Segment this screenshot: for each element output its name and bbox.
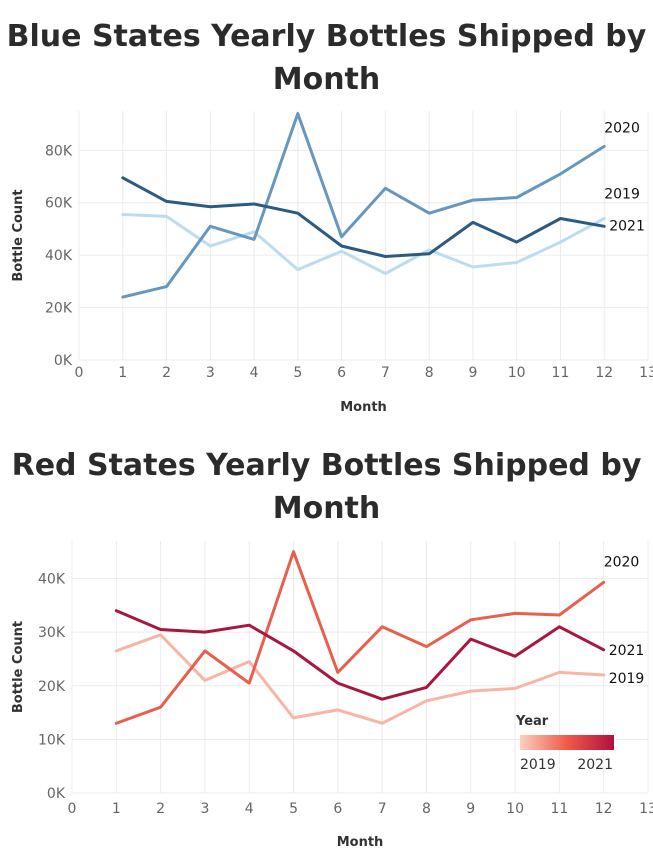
x-tick-label: 1 bbox=[118, 365, 127, 381]
x-tick-label: 6 bbox=[333, 801, 342, 817]
x-tick-label: 4 bbox=[245, 801, 254, 817]
x-tick-label: 12 bbox=[595, 365, 613, 381]
x-tick-label: 9 bbox=[466, 801, 475, 817]
x-tick-label: 13 bbox=[639, 801, 653, 817]
legend-color-ramp bbox=[520, 735, 614, 750]
y-tick-label: 10K bbox=[38, 732, 66, 748]
legend-title: Year bbox=[515, 714, 549, 729]
x-axis-title: Month bbox=[337, 835, 384, 850]
x-axis-title: Month bbox=[340, 400, 387, 415]
x-tick-label: 11 bbox=[550, 801, 568, 817]
y-tick-label: 30K bbox=[38, 625, 66, 641]
y-axis-title: Bottle Count bbox=[11, 189, 26, 281]
y-tick-label: 60K bbox=[45, 196, 73, 212]
x-tick-label: 5 bbox=[289, 801, 298, 817]
y-tick-label: 20K bbox=[38, 679, 66, 695]
x-tick-label: 7 bbox=[381, 365, 390, 381]
x-tick-label: 6 bbox=[337, 365, 346, 381]
y-tick-label: 20K bbox=[45, 301, 73, 317]
x-tick-label: 10 bbox=[506, 801, 524, 817]
series-label-2020: 2020 bbox=[604, 554, 640, 570]
x-tick-label: 1 bbox=[112, 801, 121, 817]
series-line-2019 bbox=[121, 213, 606, 275]
x-tick-label: 7 bbox=[378, 801, 387, 817]
x-tick-label: 4 bbox=[250, 365, 259, 381]
red-chart-title: Red States Yearly Bottles Shipped by Mon… bbox=[11, 448, 642, 526]
x-tick-label: 12 bbox=[595, 801, 613, 817]
x-tick-label: 9 bbox=[468, 365, 477, 381]
series-label-2019: 2019 bbox=[604, 186, 640, 202]
year-legend: Year 2019 2021 bbox=[515, 714, 614, 773]
legend-min-label: 2019 bbox=[520, 757, 556, 773]
series-line-2019 bbox=[114, 633, 606, 725]
series-label-2021: 2021 bbox=[609, 218, 645, 234]
series-line-2021 bbox=[114, 609, 606, 701]
y-tick-label: 40K bbox=[38, 572, 66, 588]
series-label-2020: 2020 bbox=[604, 120, 640, 136]
x-tick-label: 2 bbox=[156, 801, 165, 817]
series-label-2021: 2021 bbox=[609, 643, 645, 659]
y-axis-title: Bottle Count bbox=[11, 621, 26, 713]
x-tick-label: 13 bbox=[639, 365, 653, 381]
y-tick-label: 0K bbox=[54, 353, 73, 369]
y-tick-label: 80K bbox=[45, 143, 73, 159]
x-tick-label: 0 bbox=[75, 365, 84, 381]
y-tick-label: 0K bbox=[47, 786, 66, 802]
legend-max-label: 2021 bbox=[577, 757, 613, 773]
x-tick-label: 3 bbox=[206, 365, 215, 381]
series-line-2020 bbox=[121, 112, 606, 299]
x-tick-label: 5 bbox=[293, 365, 302, 381]
x-tick-label: 3 bbox=[200, 801, 209, 817]
series-label-2019: 2019 bbox=[609, 671, 645, 687]
x-tick-label: 11 bbox=[552, 365, 570, 381]
x-tick-label: 10 bbox=[508, 365, 526, 381]
red-gridlines bbox=[71, 541, 649, 794]
x-tick-label: 2 bbox=[162, 365, 171, 381]
blue-chart-title: Blue States Yearly Bottles Shipped by Mo… bbox=[6, 19, 647, 97]
series-line-2021 bbox=[121, 176, 606, 258]
x-tick-label: 8 bbox=[425, 365, 434, 381]
x-tick-label: 8 bbox=[422, 801, 431, 817]
x-tick-label: 0 bbox=[68, 801, 77, 817]
series-line-2020 bbox=[114, 550, 606, 725]
blue-gridlines bbox=[78, 111, 649, 361]
y-tick-label: 40K bbox=[45, 248, 73, 264]
